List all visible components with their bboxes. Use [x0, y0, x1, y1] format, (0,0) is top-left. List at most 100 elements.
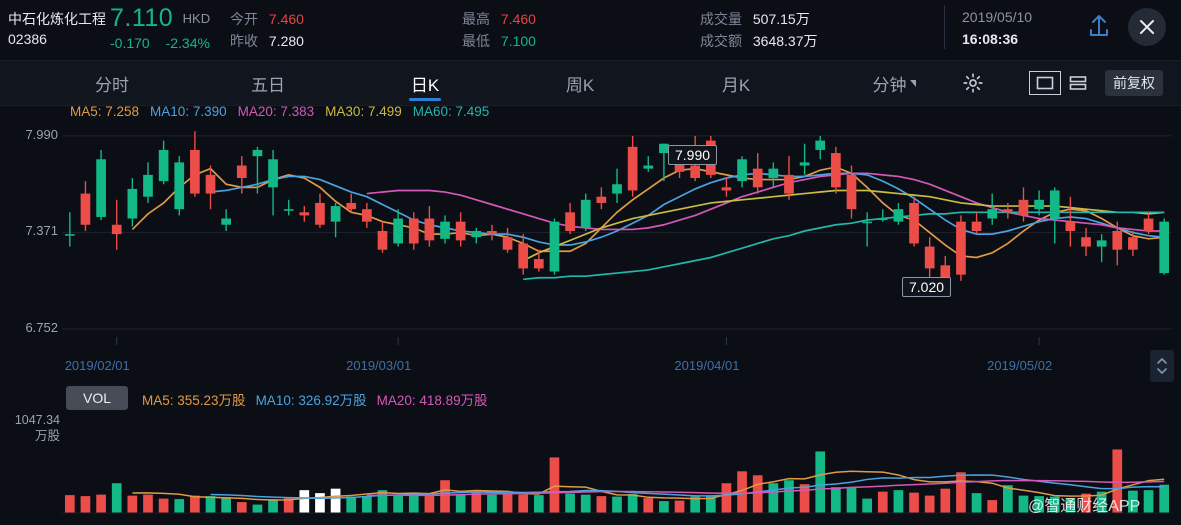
volume-bar	[1018, 495, 1029, 513]
candle	[1065, 196, 1076, 247]
volume-bar	[815, 451, 826, 513]
volume-bar	[158, 498, 169, 513]
vertical-scale-control[interactable]	[1150, 350, 1174, 382]
tab-label: 月K	[721, 75, 751, 95]
tab-0[interactable]: 分时	[70, 61, 154, 105]
tab-label: 分时	[95, 75, 129, 95]
price-ma-item-2: MA20: 7.383	[237, 104, 315, 119]
volume-ma-item-2: MA20: 418.89万股	[376, 393, 488, 408]
volume-ma-item-1: MA10: 326.92万股	[255, 393, 367, 408]
high-stat: 最高 7.460	[462, 8, 536, 31]
stock-code: 02386	[8, 31, 47, 47]
candle	[799, 143, 810, 175]
volume-bar	[831, 487, 841, 513]
volume-bar	[502, 493, 513, 513]
price-chart-pane[interactable]	[0, 125, 1181, 355]
candle	[533, 249, 544, 272]
volume-bar	[127, 495, 138, 513]
tab-1[interactable]: 五日	[226, 61, 310, 105]
prev-close-value: 7.280	[268, 33, 304, 49]
volume-bar	[205, 496, 216, 513]
volume-bar	[784, 480, 794, 513]
date-label-2: 2019/04/01	[674, 358, 740, 373]
candle	[846, 165, 857, 219]
volume-bar	[1143, 490, 1154, 513]
layout-single-pane-icon[interactable]	[1029, 71, 1061, 95]
prev-close-label: 昨收	[230, 33, 258, 49]
candle	[299, 206, 310, 222]
tab-5[interactable]: 分钟	[848, 61, 940, 105]
candle	[1034, 190, 1044, 216]
date-x-axis: 2019/02/01 2019/03/01 2019/04/01 2019/05/02	[0, 352, 1181, 380]
volume-bar	[299, 490, 310, 513]
adjust-price-button[interactable]: 前复权	[1105, 70, 1163, 96]
change-absolute: -0.170	[110, 35, 150, 51]
tab-2[interactable]: 日K	[383, 61, 467, 105]
watermark: @智通财经APP	[1028, 498, 1141, 515]
volume-bar	[64, 495, 75, 513]
volume-bar	[862, 498, 872, 513]
volume-bar	[940, 488, 951, 513]
volume-bar	[174, 499, 185, 513]
candle	[565, 202, 575, 235]
volume-bar	[956, 472, 966, 513]
candle	[190, 131, 200, 197]
volume-label: 成交量	[700, 11, 742, 27]
high-marker: 7.990	[668, 145, 718, 165]
volume-bar	[893, 490, 904, 513]
volume-bar	[659, 501, 669, 513]
date-label-0: 2019/02/01	[64, 358, 130, 373]
volume-bar	[690, 496, 701, 513]
candle	[393, 209, 403, 247]
low-label: 最低	[462, 33, 490, 49]
volume-value: 507.15万	[752, 11, 810, 27]
price-y-label-0: 7.990	[25, 126, 58, 142]
close-icon[interactable]	[1128, 8, 1166, 46]
candle	[268, 149, 278, 216]
candle	[1018, 187, 1029, 222]
candle	[862, 212, 872, 247]
volume-chart-pane[interactable]	[0, 405, 1181, 525]
open-label: 今开	[230, 11, 258, 27]
candle	[80, 181, 91, 231]
candle	[158, 140, 169, 185]
volume-bar	[190, 495, 200, 513]
tab-4[interactable]: 月K	[694, 61, 778, 105]
candle	[1159, 218, 1170, 275]
volume-ma-legend: MA5: 355.23万股 MA10: 326.92万股 MA20: 418.89万…	[142, 389, 498, 409]
open-value: 7.460	[268, 11, 304, 27]
volume-bar	[580, 494, 591, 513]
candle	[346, 193, 357, 213]
timestamp: 2019/05/10 16:08:36	[962, 6, 1032, 50]
volume-bar	[330, 488, 341, 513]
candle	[471, 227, 482, 244]
period-tabbar: 分时 五日 日K 周K 月K 分钟 前复权	[0, 60, 1181, 106]
layout-split-pane-icon[interactable]	[1063, 72, 1093, 94]
volume-bar	[471, 491, 482, 513]
candle	[502, 227, 513, 253]
volume-bar	[909, 492, 919, 513]
volume-bar	[96, 494, 106, 513]
price-y-label-2: 6.752	[25, 319, 58, 335]
quote-time: 16:08:36	[962, 31, 1019, 47]
candle	[971, 212, 982, 235]
volume-y-max-value: 1047.34	[14, 413, 60, 427]
volume-bar	[924, 495, 935, 513]
gear-icon[interactable]	[962, 72, 984, 94]
candle	[549, 218, 560, 275]
volume-bar	[346, 496, 357, 513]
candle	[1002, 202, 1013, 219]
upload-share-icon[interactable]	[1084, 10, 1114, 42]
volume-indicator-button[interactable]: VOL	[66, 386, 128, 410]
tab-label: 分钟	[872, 75, 907, 95]
price-ma-item-3: MA30: 7.499	[325, 104, 402, 119]
candle	[236, 156, 247, 194]
last-price: 7.110	[110, 4, 174, 32]
quote-header: 中石化炼化工程 02386 7.110 HKD -0.170 -2.34% 今开…	[0, 0, 1181, 60]
candle	[205, 165, 216, 210]
tab-label: 日K	[410, 75, 440, 95]
candle	[831, 146, 841, 194]
candle	[627, 135, 638, 197]
tab-3[interactable]: 周K	[538, 61, 622, 105]
volume-bar	[1159, 484, 1170, 513]
